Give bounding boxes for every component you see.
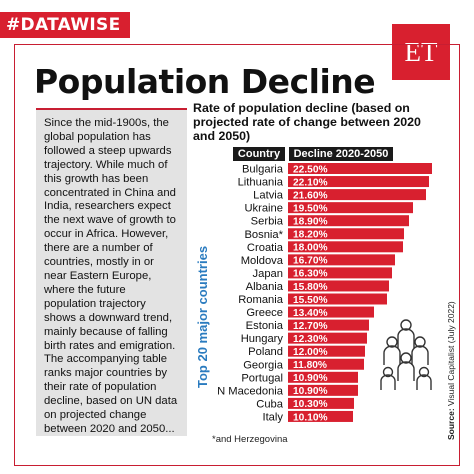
source-text: Visual Capitalist (July 2022) bbox=[446, 301, 456, 406]
footnote: *and Herzegovina bbox=[212, 434, 288, 445]
country-label: Cuba bbox=[256, 398, 284, 410]
decline-bar bbox=[288, 215, 409, 227]
decline-bar bbox=[288, 228, 404, 240]
country-label: Moldova bbox=[241, 255, 284, 267]
decline-value-label: 22.10% bbox=[293, 177, 328, 188]
decline-value-label: 19.50% bbox=[293, 203, 328, 214]
decline-bar bbox=[288, 280, 389, 292]
decline-bar bbox=[288, 241, 403, 253]
country-label: Bosnia* bbox=[244, 229, 283, 241]
country-label: Poland bbox=[248, 346, 283, 358]
decline-value-label: 18.20% bbox=[293, 230, 328, 241]
decline-bar bbox=[288, 293, 387, 305]
content-frame bbox=[14, 44, 460, 466]
et-logo: ET bbox=[392, 24, 450, 80]
decline-bar bbox=[288, 254, 395, 266]
country-label: Albania bbox=[246, 281, 284, 293]
column-header-country: Country bbox=[233, 147, 285, 161]
decline-bar bbox=[288, 384, 358, 396]
country-label: Japan bbox=[253, 268, 283, 280]
decline-value-label: 10.30% bbox=[293, 399, 328, 410]
country-label: Greece bbox=[246, 307, 283, 319]
decline-value-label: 13.40% bbox=[293, 308, 328, 319]
decline-bar bbox=[288, 306, 374, 318]
decline-bar bbox=[288, 345, 365, 357]
country-label: Italy bbox=[262, 411, 283, 423]
country-label: Portugal bbox=[241, 372, 283, 384]
decline-value-label: 18.90% bbox=[293, 217, 328, 228]
decline-value-label: 10.90% bbox=[293, 386, 328, 397]
decline-value-label: 10.90% bbox=[293, 373, 328, 384]
decline-bar bbox=[288, 319, 369, 331]
decline-value-label: 15.80% bbox=[293, 282, 328, 293]
decline-value-label: 18.00% bbox=[293, 243, 328, 254]
country-label: Bulgaria bbox=[242, 164, 284, 176]
decline-value-label: 15.50% bbox=[293, 295, 328, 306]
people-icon bbox=[380, 319, 432, 390]
decline-value-label: 10.10% bbox=[293, 412, 328, 423]
datawise-tag: #DATAWISE bbox=[0, 12, 130, 38]
country-label: Ukraine bbox=[244, 203, 283, 215]
source-label: Source: bbox=[446, 408, 456, 440]
page-title: Population Decline bbox=[34, 62, 376, 101]
decline-bar bbox=[288, 176, 429, 188]
country-label: Georgia bbox=[243, 359, 284, 371]
decline-value-label: 22.50% bbox=[293, 164, 328, 175]
decline-bar bbox=[288, 358, 364, 370]
decline-value-label: 11.80% bbox=[293, 360, 327, 371]
country-label: Romania bbox=[238, 294, 284, 306]
decline-bar bbox=[288, 163, 432, 174]
country-label: Estonia bbox=[246, 320, 284, 332]
intro-text: Since the mid-1900s, the global populati… bbox=[44, 117, 178, 435]
decline-value-label: 16.30% bbox=[293, 269, 328, 280]
country-label: Croatia bbox=[247, 242, 284, 254]
country-label: Hungary bbox=[241, 333, 284, 345]
decline-bar bbox=[288, 267, 392, 279]
decline-bar bbox=[288, 410, 353, 422]
decline-bar bbox=[288, 202, 413, 214]
country-label: Serbia bbox=[251, 216, 284, 228]
decline-value-label: 12.00% bbox=[293, 347, 328, 358]
decline-bar bbox=[288, 397, 354, 409]
column-header-decline: Decline 2020-2050 bbox=[289, 147, 393, 161]
decline-bar bbox=[288, 371, 358, 383]
country-label: Latvia bbox=[253, 190, 284, 202]
source-note: Source: Visual Capitalist (July 2022) bbox=[446, 301, 456, 440]
intro-panel: Since the mid-1900s, the global populati… bbox=[36, 108, 187, 436]
decline-value-label: 12.30% bbox=[293, 334, 328, 345]
country-label: N Macedonia bbox=[217, 385, 284, 397]
decline-value-label: 21.60% bbox=[293, 190, 328, 201]
decline-value-label: 16.70% bbox=[293, 256, 328, 267]
chart-title: Rate of population decline (based on pro… bbox=[193, 101, 421, 143]
decline-bar bbox=[288, 332, 367, 344]
country-label: Lithuania bbox=[238, 177, 284, 189]
decline-bar bbox=[288, 189, 426, 201]
decline-value-label: 12.70% bbox=[293, 321, 328, 332]
